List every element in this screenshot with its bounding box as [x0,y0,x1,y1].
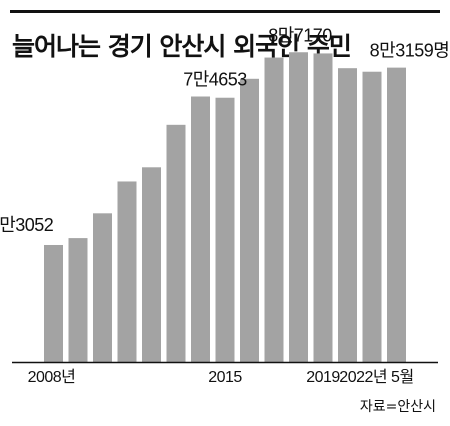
bar-2008 [44,244,63,362]
tick-label-2022.5: 2022년 5월 [339,368,413,386]
bar-2017 [264,57,284,363]
bar-2015 [215,97,235,362]
tick-label-2008: 2008년 [28,368,76,386]
bar-2022.5 [387,67,406,363]
chart-source: 자료=안산시 [359,399,436,415]
bar-2021 [362,71,382,362]
bar-2010 [93,213,112,362]
tick-label-2019: 2019 [306,369,340,386]
annotation-2008: 3만3052 [0,215,54,235]
bar-2016 [240,78,259,363]
tick-label-2015: 2015 [208,369,242,386]
annotation-2022.5: 8만3159명 [370,41,450,61]
tick-labels-group: 2008년 2015 2019 2022년 5월 [28,368,415,386]
bar-2020 [338,68,357,363]
bar-2014 [191,96,210,362]
bar-2013 [166,124,186,362]
bar-2012 [142,167,161,362]
annotation-2015: 7만4653 [183,70,247,90]
bar-2011 [117,181,137,362]
bar-2009 [68,238,88,362]
bar-2018 [289,52,308,362]
bar-2019 [313,53,333,362]
bars-group [44,52,406,363]
annotations-group: 3만3052 7만4653 8만7170 8만3159명 [0,25,450,235]
annotation-2019: 8만7170 [268,25,332,45]
top-rule [10,10,440,13]
